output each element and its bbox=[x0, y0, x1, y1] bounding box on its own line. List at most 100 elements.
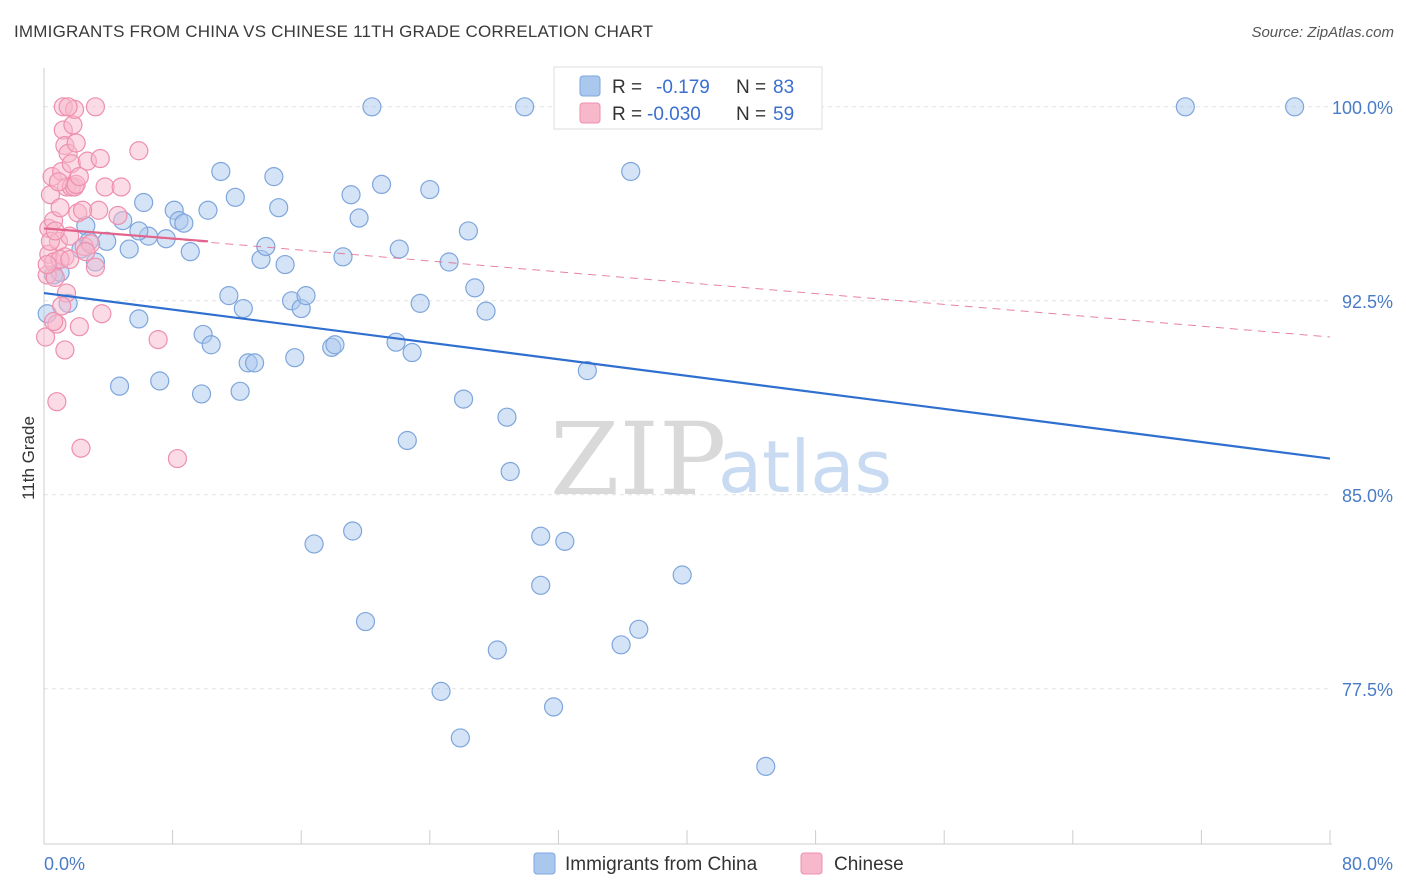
point-blue-38 bbox=[325, 335, 345, 355]
legend-swatch-blue bbox=[579, 75, 601, 97]
point-blue-30 bbox=[269, 198, 289, 218]
point-blue-70 bbox=[672, 565, 692, 585]
point-pink-45 bbox=[167, 448, 188, 469]
point-blue-64 bbox=[555, 531, 575, 551]
point-blue-67 bbox=[611, 635, 631, 655]
point-pink-43 bbox=[129, 141, 149, 161]
point-blue-23 bbox=[219, 286, 239, 306]
y-tick-labels: 100.0% 92.5% 85.0% 77.5% bbox=[1332, 98, 1393, 700]
point-blue-44 bbox=[371, 174, 392, 194]
legend-swatch-pink bbox=[579, 102, 601, 124]
point-blue-25 bbox=[233, 298, 253, 319]
point-pink-47 bbox=[44, 311, 64, 332]
point-pink-35 bbox=[85, 257, 106, 277]
point-blue-41 bbox=[349, 208, 369, 228]
point-blue-16 bbox=[174, 213, 194, 233]
legend-r-value-2: -0.030 bbox=[647, 104, 701, 125]
point-blue-6 bbox=[97, 231, 117, 251]
legend-n-label-1: N = bbox=[736, 77, 766, 98]
y-axis-label: 11th Grade bbox=[19, 416, 38, 500]
point-blue-56 bbox=[476, 301, 496, 321]
point-pink-57 bbox=[58, 97, 78, 117]
point-pink-53 bbox=[72, 200, 93, 220]
point-blue-71 bbox=[756, 756, 776, 777]
point-blue-22 bbox=[211, 161, 231, 182]
bottom-legend-label-pink: Chinese bbox=[834, 854, 904, 875]
point-blue-68 bbox=[621, 161, 641, 182]
trend-line-pink bbox=[43, 227, 209, 243]
legend-r-label-1: R = bbox=[612, 77, 642, 98]
point-blue-43 bbox=[362, 97, 382, 117]
point-blue-46 bbox=[389, 239, 409, 259]
point-blue-54 bbox=[458, 221, 478, 241]
chart-title: IMMIGRANTS FROM CHINA VS CHINESE 11TH GR… bbox=[14, 22, 654, 41]
point-blue-59 bbox=[500, 461, 520, 482]
point-blue-55 bbox=[465, 278, 485, 298]
point-blue-53 bbox=[453, 389, 474, 409]
point-blue-58 bbox=[497, 407, 517, 427]
bottom-legend-swatch-blue bbox=[533, 852, 556, 875]
point-blue-9 bbox=[129, 309, 149, 329]
point-pink-41 bbox=[108, 205, 128, 226]
point-blue-42 bbox=[355, 611, 376, 632]
point-pink-31 bbox=[71, 438, 91, 458]
bottom-legend-label-blue: Immigrants from China bbox=[565, 854, 758, 875]
point-blue-50 bbox=[420, 179, 440, 200]
point-blue-61 bbox=[531, 575, 551, 595]
y-tick-label-3: 77.5% bbox=[1342, 680, 1393, 700]
point-blue-52 bbox=[450, 728, 470, 748]
point-blue-51 bbox=[431, 681, 451, 701]
point-blue-47 bbox=[397, 430, 417, 451]
point-pink-27 bbox=[66, 133, 86, 153]
point-pink-44 bbox=[148, 330, 168, 350]
point-pink-36 bbox=[85, 97, 106, 117]
point-blue-60 bbox=[515, 97, 535, 117]
y-tick-label-1: 92.5% bbox=[1342, 292, 1393, 312]
x-tick-label-min: 0.0% bbox=[44, 854, 85, 874]
legend: R = -0.179 N = 83 R = -0.030 N = 59 bbox=[553, 66, 823, 130]
point-pink-38 bbox=[90, 148, 110, 169]
point-blue-17 bbox=[180, 242, 200, 262]
point-blue-36 bbox=[304, 534, 324, 554]
point-pink-0 bbox=[36, 327, 56, 347]
source-label: Source: ZipAtlas.com bbox=[1251, 24, 1394, 41]
point-blue-73 bbox=[1285, 97, 1305, 117]
point-blue-72 bbox=[1175, 97, 1195, 117]
point-pink-42 bbox=[111, 177, 131, 197]
trend-lines bbox=[43, 227, 1331, 460]
point-blue-31 bbox=[275, 254, 295, 275]
point-pink-48 bbox=[55, 340, 75, 360]
point-pink-40 bbox=[95, 177, 115, 197]
point-blue-33 bbox=[285, 348, 305, 368]
point-blue-66 bbox=[577, 361, 597, 381]
point-blue-39 bbox=[341, 185, 361, 205]
point-blue-8 bbox=[119, 239, 139, 259]
point-blue-21 bbox=[201, 335, 221, 355]
y-tick-label-2: 85.0% bbox=[1342, 486, 1393, 506]
data-points bbox=[36, 97, 1305, 777]
point-blue-69 bbox=[629, 619, 649, 639]
point-blue-35 bbox=[296, 286, 316, 306]
point-pink-58 bbox=[45, 221, 65, 241]
legend-n-value-1: 83 bbox=[773, 77, 794, 98]
point-pink-12 bbox=[50, 198, 70, 218]
point-blue-62 bbox=[531, 526, 551, 546]
point-pink-39 bbox=[92, 304, 112, 324]
point-pink-56 bbox=[76, 242, 96, 262]
point-blue-74 bbox=[191, 384, 212, 404]
point-blue-40 bbox=[343, 521, 363, 541]
legend-n-value-2: 59 bbox=[773, 104, 794, 125]
point-blue-24 bbox=[225, 187, 245, 207]
point-blue-82 bbox=[333, 247, 353, 267]
point-pink-10 bbox=[47, 392, 67, 412]
point-pink-55 bbox=[52, 296, 72, 316]
point-pink-37 bbox=[89, 200, 109, 220]
point-blue-78 bbox=[439, 252, 459, 272]
trend-line-blue bbox=[43, 291, 1331, 460]
point-blue-27 bbox=[244, 353, 265, 373]
x-tick-label-max: 80.0% bbox=[1342, 854, 1393, 874]
trend-line-pink-dashed bbox=[43, 227, 1331, 338]
point-blue-45 bbox=[386, 332, 406, 352]
legend-r-label-2: R = bbox=[612, 104, 642, 125]
